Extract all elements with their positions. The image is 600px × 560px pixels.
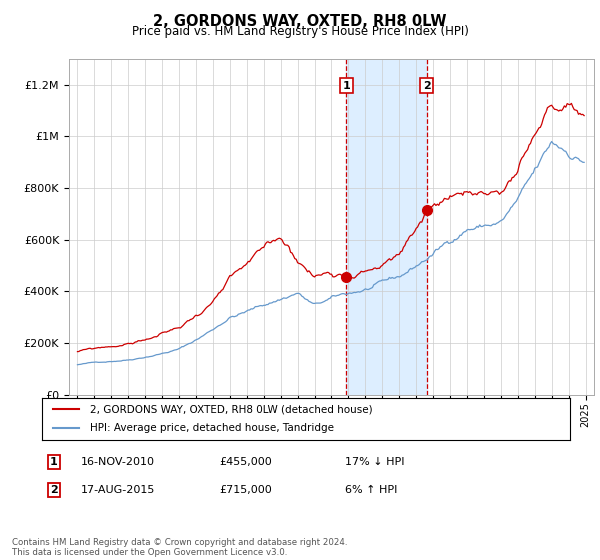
Text: 1: 1 (50, 457, 58, 467)
Text: Contains HM Land Registry data © Crown copyright and database right 2024.
This d: Contains HM Land Registry data © Crown c… (12, 538, 347, 557)
Text: HPI: Average price, detached house, Tandridge: HPI: Average price, detached house, Tand… (89, 423, 334, 433)
Text: 6% ↑ HPI: 6% ↑ HPI (345, 485, 397, 495)
Text: 17% ↓ HPI: 17% ↓ HPI (345, 457, 404, 467)
Text: 2, GORDONS WAY, OXTED, RH8 0LW: 2, GORDONS WAY, OXTED, RH8 0LW (153, 14, 447, 29)
Text: 2: 2 (423, 81, 431, 91)
Text: 1: 1 (343, 81, 350, 91)
Text: £455,000: £455,000 (219, 457, 272, 467)
Text: 2, GORDONS WAY, OXTED, RH8 0LW (detached house): 2, GORDONS WAY, OXTED, RH8 0LW (detached… (89, 404, 372, 414)
Text: 16-NOV-2010: 16-NOV-2010 (81, 457, 155, 467)
Text: £715,000: £715,000 (219, 485, 272, 495)
Bar (346, 59, 427, 395)
Text: Price paid vs. HM Land Registry's House Price Index (HPI): Price paid vs. HM Land Registry's House … (131, 25, 469, 38)
Text: 17-AUG-2015: 17-AUG-2015 (81, 485, 155, 495)
Text: 2: 2 (50, 485, 58, 495)
